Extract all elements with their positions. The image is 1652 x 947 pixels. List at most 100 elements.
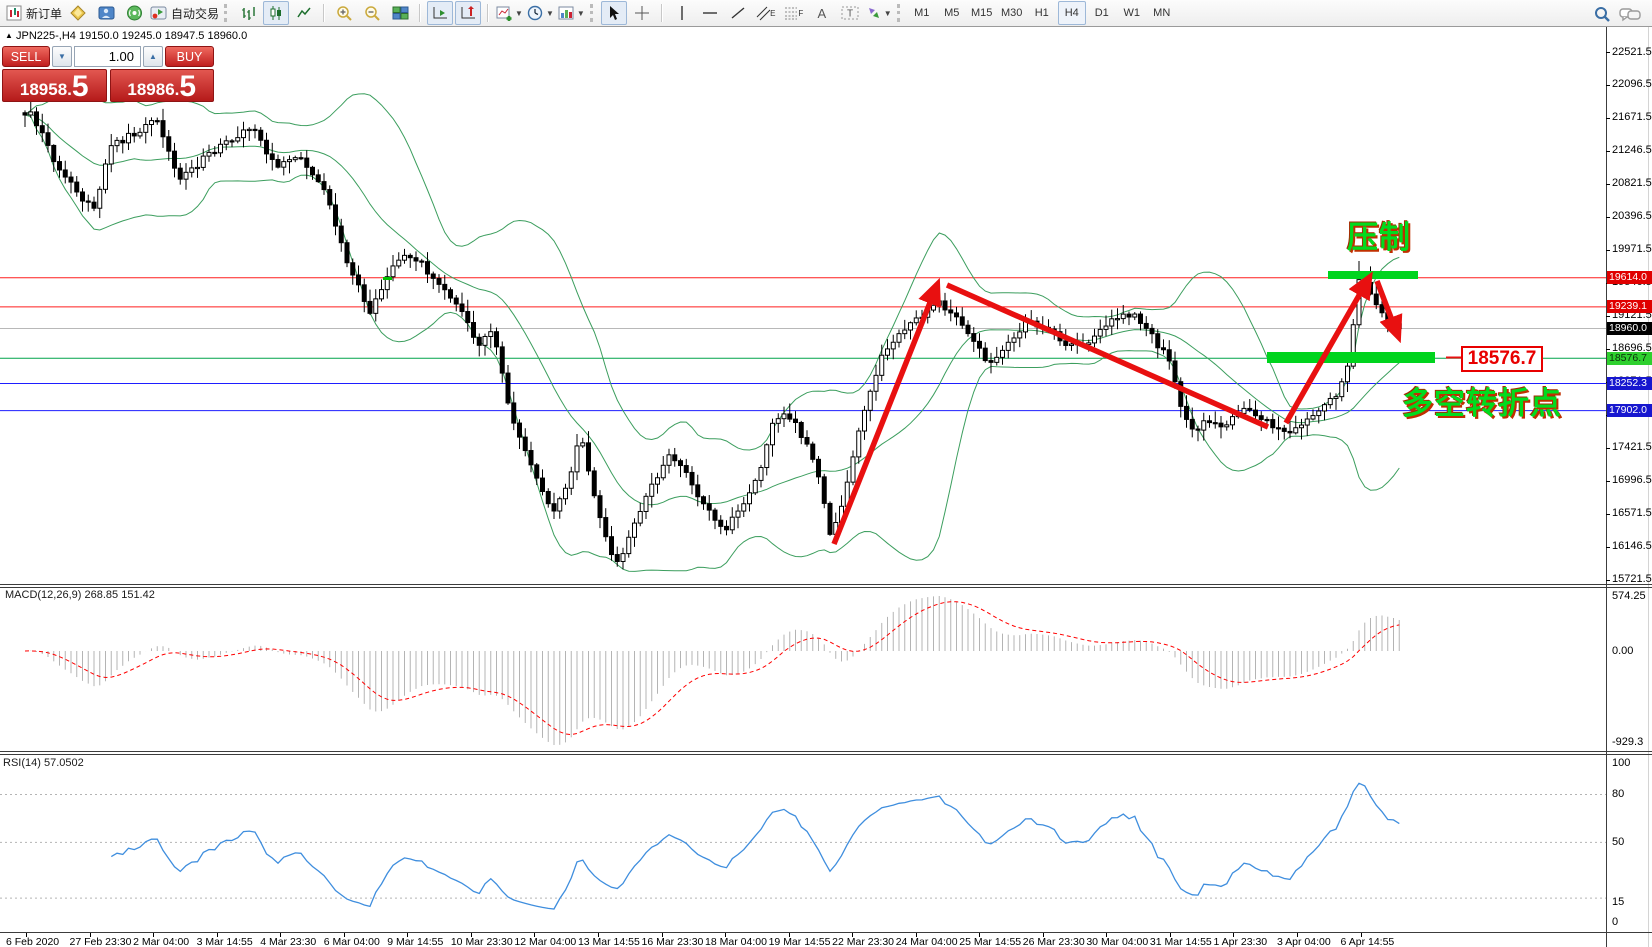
clock-icon: [527, 5, 543, 21]
vertical-line-button[interactable]: [669, 1, 695, 25]
templates-caret: ▼: [576, 8, 585, 18]
bar-chart-icon: [242, 7, 255, 20]
pane-divider[interactable]: [0, 584, 1652, 585]
profile-button[interactable]: [93, 1, 119, 25]
signal-button[interactable]: [121, 1, 147, 25]
price-tick-label: 16571.5: [1612, 507, 1652, 520]
buy-price-button[interactable]: 18986. 5: [109, 69, 214, 102]
symbol-name: JPN225-,H4: [15, 30, 76, 42]
price-tick-mark: [1606, 150, 1610, 152]
arrows-tool-button[interactable]: ▼: [865, 1, 893, 25]
price-tick-label: 21246.5: [1612, 144, 1652, 157]
time-axis-label: 22 Mar 23:30: [832, 936, 895, 947]
horizontal-line-icon: [702, 12, 717, 14]
sell-price-button[interactable]: 18958. 5: [2, 69, 107, 102]
time-axis-label: 10 Mar 23:30: [450, 936, 513, 947]
trendline-icon: [731, 7, 745, 19]
tab-timeframe-M1[interactable]: M1: [914, 7, 930, 19]
text-label-button[interactable]: T: [837, 1, 863, 25]
volume-input[interactable]: 1.00: [74, 46, 141, 67]
chat-button[interactable]: [1617, 2, 1643, 26]
chart-bars-button[interactable]: [235, 1, 261, 25]
auto-scroll-button[interactable]: [427, 1, 454, 25]
collapse-quote-icon[interactable]: ▲: [5, 31, 13, 40]
sell-button[interactable]: SELL: [2, 46, 50, 67]
chart-line-button[interactable]: [291, 1, 317, 25]
periods-button[interactable]: ▼: [526, 1, 555, 25]
time-tick-mark: [26, 933, 27, 937]
time-tick-mark: [1233, 933, 1235, 937]
tile-windows-button[interactable]: [387, 1, 413, 25]
channel-button[interactable]: E: [753, 1, 779, 25]
market-button[interactable]: [65, 1, 91, 25]
indicators-button[interactable]: ▼: [495, 1, 524, 25]
crosshair-button[interactable]: [629, 1, 655, 25]
text-tool-button[interactable]: A: [809, 1, 835, 25]
cursor-button[interactable]: [600, 1, 627, 25]
buy-button[interactable]: BUY: [165, 46, 214, 67]
tab-timeframe-M15[interactable]: M15: [971, 7, 993, 19]
search-icon: [1595, 6, 1610, 22]
tab-timeframe-MN[interactable]: MN: [1153, 7, 1171, 19]
time-tick-mark: [470, 933, 472, 937]
zoom-out-button[interactable]: [359, 1, 385, 25]
signal-broadcast-icon: [126, 5, 142, 21]
auto-trading-button[interactable]: 自动交易: [149, 1, 220, 25]
new-order-label: 新订单: [26, 6, 63, 21]
new-order-button[interactable]: 新订单: [5, 1, 63, 25]
time-axis-label: 19 Mar 14:55: [768, 936, 831, 947]
window-edge: [1648, 27, 1649, 947]
toolbar-separator: [419, 4, 422, 22]
axis-border: [1606, 27, 1607, 947]
tab-timeframe-H1[interactable]: H1: [1034, 7, 1049, 19]
pane-divider[interactable]: [0, 754, 1652, 755]
fibonacci-button[interactable]: F: [781, 1, 807, 25]
buy-price-main: 18986: [127, 80, 175, 99]
time-axis-label: 27 Feb 23:30: [69, 936, 132, 947]
chart-candles-button[interactable]: [263, 1, 290, 25]
time-tick-mark: [153, 933, 155, 937]
tab-timeframe-W1[interactable]: W1: [1123, 7, 1140, 19]
pane-divider[interactable]: [0, 587, 1652, 588]
macd-value-main: 268.85: [84, 589, 119, 601]
volume-decrease-button[interactable]: ▼: [52, 46, 72, 67]
auto-scroll-icon: [433, 7, 447, 19]
fibonacci-icon: [785, 7, 798, 20]
tab-timeframe-H4[interactable]: H4: [1057, 1, 1086, 25]
volume-increase-button[interactable]: ▲: [143, 46, 163, 67]
chart-shift-button[interactable]: [455, 1, 482, 25]
tab-timeframe-D1[interactable]: D1: [1094, 7, 1109, 19]
macd-label: MACD(12,26,9) 268.85 151.42: [5, 589, 155, 601]
zoom-in-icon: [336, 6, 352, 21]
rsi-label: RSI(14) 57.0502: [3, 757, 84, 769]
price-tick-label: 18696.5: [1612, 342, 1652, 355]
templates-button[interactable]: ▼: [557, 1, 586, 25]
time-tick-mark: [661, 933, 663, 937]
tab-timeframe-M5[interactable]: M5: [944, 7, 960, 19]
tab-timeframe-M30[interactable]: M30: [1001, 7, 1023, 19]
zoom-in-button[interactable]: [331, 1, 357, 25]
trendline-button[interactable]: [725, 1, 751, 25]
horizontal-line-button[interactable]: [697, 1, 723, 25]
toolbar: 新订单 自动交易: [0, 0, 1652, 27]
price-axis[interactable]: [1606, 28, 1652, 947]
pane-divider[interactable]: [0, 751, 1652, 752]
macd-value-signal: 151.42: [121, 589, 155, 601]
quote-close: 18960.0: [207, 30, 248, 42]
one-click-trade-panel: SELL ▼ 1.00 ▲ BUY 18958. 5 18986. 5: [2, 46, 214, 102]
current-price-chip: 18960.0: [1607, 322, 1652, 336]
templates-icon: [558, 6, 574, 20]
macd-axis-label: -929.3: [1612, 735, 1644, 748]
pane-divider: [0, 932, 1652, 933]
time-tick-mark: [89, 933, 91, 937]
time-axis-label: 6 Mar 04:00: [323, 936, 380, 947]
channel-letter: E: [770, 8, 776, 18]
time-axis-label: 3 Apr 04:00: [1277, 936, 1331, 947]
search-button[interactable]: [1589, 2, 1615, 26]
price-tick-mark: [1606, 579, 1610, 581]
time-tick-mark: [1360, 933, 1362, 937]
time-tick-mark: [216, 933, 218, 937]
price-tick-mark: [1606, 216, 1610, 218]
toolbar-separator: [487, 4, 490, 22]
